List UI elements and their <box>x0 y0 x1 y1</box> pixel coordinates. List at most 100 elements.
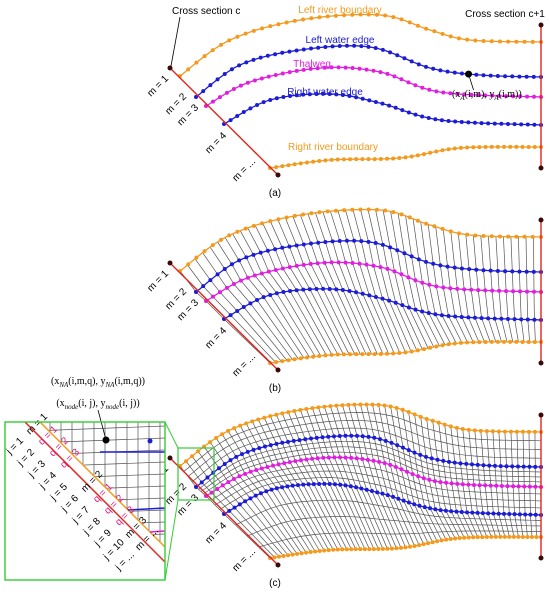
node-dot <box>473 233 478 238</box>
node-dot <box>417 503 422 508</box>
node-dot <box>471 340 476 345</box>
node-dot <box>469 92 474 97</box>
node-dot <box>323 239 328 244</box>
node-dot <box>378 70 383 75</box>
node-dot <box>252 78 257 83</box>
node-dot <box>307 92 312 97</box>
node-dot <box>448 34 453 39</box>
node-dot <box>217 466 221 471</box>
node-dot <box>268 97 273 102</box>
node-dot <box>479 316 484 321</box>
node-dot <box>317 159 322 164</box>
node-dot <box>322 481 327 486</box>
node-dot <box>528 512 533 517</box>
node-dot <box>284 20 289 25</box>
node-dot <box>391 351 396 356</box>
node-dot <box>329 157 334 162</box>
label-part: NA <box>58 381 69 389</box>
node-dot <box>340 547 345 552</box>
node-dot <box>441 285 446 290</box>
node-dot <box>525 122 530 127</box>
label-part: A <box>493 94 499 102</box>
node-dot <box>424 221 429 226</box>
curve-label: Left river boundary <box>298 5 381 16</box>
node-dot <box>412 412 417 417</box>
node-dot <box>292 18 297 23</box>
node-dot <box>508 339 513 344</box>
node-dot <box>432 29 437 34</box>
node-dot <box>186 262 191 267</box>
node-dot <box>295 483 300 488</box>
node-dot <box>232 505 237 510</box>
node-dot <box>365 457 370 462</box>
node-dot <box>492 316 497 321</box>
end-dot <box>275 562 281 568</box>
node-dot <box>442 422 447 427</box>
node-dot <box>259 466 264 471</box>
node-dot <box>459 510 464 515</box>
node-dot <box>466 315 471 320</box>
node-dot <box>259 271 264 276</box>
node-dot <box>343 483 348 488</box>
node-dot <box>202 249 207 254</box>
node-dot <box>525 534 530 539</box>
node-dot <box>354 485 359 490</box>
node-dot <box>407 215 412 220</box>
node-dot <box>466 120 471 125</box>
node-dot <box>208 83 213 88</box>
node-dot <box>266 269 271 274</box>
node-dot <box>374 207 379 212</box>
node-dot <box>459 71 464 76</box>
node-dot <box>459 266 464 271</box>
node-dot <box>416 257 421 262</box>
node-dot <box>410 472 415 477</box>
node-dot <box>248 106 253 111</box>
node-dot <box>194 255 199 260</box>
node-dot <box>301 92 306 97</box>
inset-edge <box>149 530 165 533</box>
longitudinal-line <box>198 440 542 490</box>
label-part: NA <box>105 381 116 389</box>
node-dot <box>436 420 441 425</box>
node-dot <box>506 234 511 239</box>
node-dot <box>258 55 263 60</box>
node-dot <box>434 89 439 94</box>
node-dot <box>293 459 298 464</box>
node-dot <box>281 553 286 558</box>
node-dot <box>357 261 362 266</box>
node-dot <box>311 482 316 487</box>
node-dot <box>388 404 393 409</box>
node-dot <box>493 534 498 539</box>
longitudinal-line <box>214 470 542 506</box>
node-dot <box>483 145 488 150</box>
node-dot <box>391 15 396 20</box>
node-dot <box>383 13 388 18</box>
node-dot <box>439 538 444 543</box>
node-dot <box>383 208 388 213</box>
curve-label: Right river boundary <box>288 142 378 153</box>
longitudinal-line <box>219 477 542 510</box>
node-dot <box>402 251 407 256</box>
leader <box>97 409 107 441</box>
node-dot <box>294 288 299 293</box>
node-dot <box>525 317 530 322</box>
node-dot <box>398 545 403 550</box>
node-dot <box>427 87 432 92</box>
node-dot <box>376 547 381 552</box>
node-dot <box>325 209 330 214</box>
node-dot <box>336 260 341 265</box>
node-dot <box>380 546 385 551</box>
node-dot <box>446 313 451 318</box>
node-dot <box>271 463 275 468</box>
longitudinal-line <box>200 446 542 492</box>
node-dot <box>316 45 321 50</box>
node-dot <box>457 536 462 541</box>
node-dot <box>488 73 493 78</box>
node-dot <box>453 314 458 319</box>
node-dot <box>251 252 256 257</box>
node-dot <box>310 456 315 461</box>
longitudinal-line <box>203 451 542 495</box>
node-dot <box>338 455 342 460</box>
transverse-line <box>516 431 524 537</box>
node-dot <box>287 244 292 249</box>
